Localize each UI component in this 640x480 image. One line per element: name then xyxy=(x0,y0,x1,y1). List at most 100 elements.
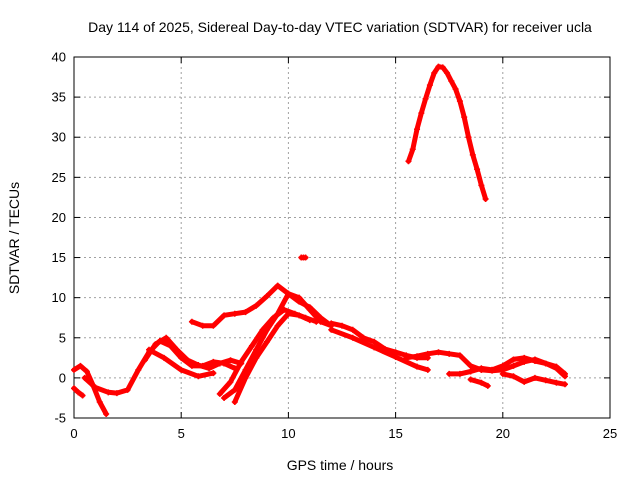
x-axis-ticks: 0 5 10 15 20 25 xyxy=(70,57,617,441)
data-point xyxy=(152,341,159,348)
data-point xyxy=(521,354,528,361)
data-point xyxy=(531,374,538,381)
data-point xyxy=(405,158,412,165)
data-point xyxy=(467,376,474,383)
data-point xyxy=(403,354,410,361)
data-point xyxy=(178,366,185,373)
y-axis-ticks: -5 0 5 10 15 20 25 30 35 40 xyxy=(52,50,610,426)
data-point xyxy=(242,309,249,316)
data-point xyxy=(231,398,238,405)
data-point xyxy=(195,362,202,369)
data-point xyxy=(81,374,88,381)
data-point xyxy=(414,363,421,370)
series-line xyxy=(406,64,489,202)
x-tick-label: 0 xyxy=(70,426,77,441)
data-point xyxy=(553,379,560,386)
data-point xyxy=(349,326,356,333)
data-point xyxy=(478,379,485,386)
data-point xyxy=(285,310,292,317)
data-point xyxy=(77,362,84,369)
series-late-dip xyxy=(467,376,491,389)
data-point xyxy=(263,293,270,300)
data-point xyxy=(135,366,142,373)
data-point xyxy=(313,318,320,325)
data-point xyxy=(482,195,489,202)
data-point xyxy=(113,390,120,397)
series-line xyxy=(142,335,244,371)
y-tick-label: 20 xyxy=(52,210,66,225)
data-point xyxy=(371,338,378,345)
data-point xyxy=(469,151,476,158)
x-tick-label: 15 xyxy=(388,426,402,441)
x-axis-label: GPS time / hours xyxy=(287,457,394,473)
data-point xyxy=(414,126,421,133)
data-point xyxy=(478,366,485,373)
data-point xyxy=(92,384,99,391)
data-point xyxy=(75,389,82,396)
data-point xyxy=(446,370,453,377)
data-point xyxy=(510,362,517,369)
data-point xyxy=(210,370,217,377)
data-point xyxy=(263,338,270,345)
series-decline-low xyxy=(328,326,431,373)
data-point xyxy=(199,322,206,329)
series-lower-band xyxy=(146,346,217,380)
data-point xyxy=(188,318,195,325)
data-point xyxy=(553,363,560,370)
data-point xyxy=(448,78,455,85)
data-point xyxy=(444,70,451,77)
series-line xyxy=(328,320,431,361)
chart-title: Day 114 of 2025, Sidereal Day-to-day VTE… xyxy=(88,19,592,35)
y-tick-label: -5 xyxy=(54,411,66,426)
data-point xyxy=(489,366,496,373)
data-point xyxy=(259,326,266,333)
data-point xyxy=(227,357,234,364)
y-tick-label: 40 xyxy=(52,50,66,65)
data-point xyxy=(435,63,442,70)
data-point xyxy=(414,353,421,360)
data-point xyxy=(221,312,228,319)
data-point xyxy=(521,378,528,385)
data-point xyxy=(392,354,399,361)
data-point xyxy=(467,362,474,369)
series-left-edge xyxy=(71,385,86,399)
data-point xyxy=(248,342,255,349)
data-point xyxy=(349,334,356,341)
data-point xyxy=(431,70,438,77)
series-line xyxy=(328,327,431,373)
series-line xyxy=(217,307,319,397)
data-point xyxy=(161,354,168,361)
series-high-arc xyxy=(405,63,489,202)
data-point xyxy=(531,358,538,365)
data-point xyxy=(561,370,568,377)
data-point xyxy=(71,385,77,392)
data-point xyxy=(510,373,517,380)
data-point xyxy=(253,354,260,361)
data-point xyxy=(253,302,260,309)
series-rising-2 xyxy=(216,306,320,397)
data-point xyxy=(238,358,245,365)
y-tick-label: 10 xyxy=(52,290,66,305)
data-point xyxy=(173,346,180,353)
data-point xyxy=(474,166,481,173)
data-point xyxy=(210,322,217,329)
data-point xyxy=(71,366,77,373)
data-point xyxy=(83,368,90,375)
data-point xyxy=(306,317,313,324)
data-point xyxy=(231,386,238,393)
data-point xyxy=(418,110,425,117)
x-tick-label: 10 xyxy=(281,426,295,441)
y-tick-label: 15 xyxy=(52,250,66,265)
data-point xyxy=(456,98,463,105)
x-tick-label: 25 xyxy=(603,426,617,441)
data-point xyxy=(306,306,313,313)
data-point xyxy=(274,282,281,289)
data-point xyxy=(231,310,238,317)
data-point xyxy=(371,344,378,351)
data-point xyxy=(510,356,517,363)
data-point xyxy=(435,349,442,356)
data-point xyxy=(302,254,309,261)
series-mid-bump xyxy=(141,334,245,372)
data-point xyxy=(446,350,453,357)
